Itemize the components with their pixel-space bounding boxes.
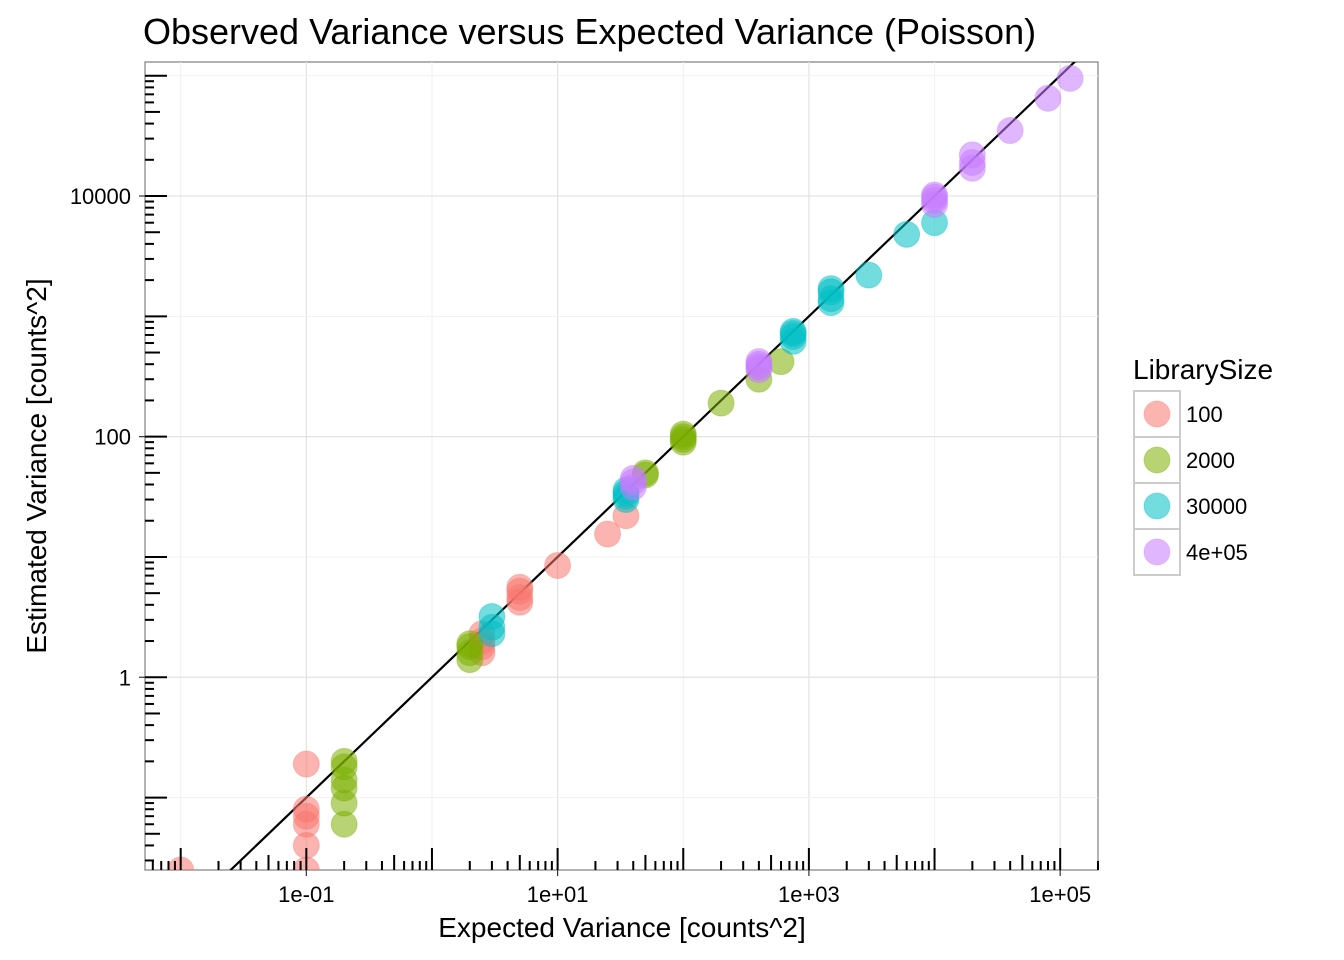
- data-point: [855, 261, 883, 289]
- data-point: [1034, 84, 1062, 112]
- data-point: [817, 275, 845, 303]
- y-tick-label: 1: [119, 665, 131, 690]
- x-tick-label: 1e+05: [1029, 882, 1091, 907]
- data-point: [745, 348, 773, 376]
- legend: LibrarySize 100 2000 30000 4e+05: [1133, 354, 1273, 576]
- x-tick-label: 1e-01: [278, 882, 334, 907]
- y-tick-label: 100: [94, 425, 131, 450]
- data-point: [506, 573, 534, 601]
- data-point: [669, 420, 697, 448]
- data-point: [921, 181, 949, 209]
- legend-item: 100: [1133, 390, 1223, 438]
- legend-swatch: [1143, 538, 1171, 566]
- legend-item: 30000: [1133, 482, 1247, 530]
- data-point: [544, 551, 572, 579]
- legend-title: LibrarySize: [1133, 354, 1273, 385]
- data-point: [594, 520, 622, 548]
- data-point: [893, 220, 921, 248]
- legend-swatch: [1143, 446, 1171, 474]
- legend-swatch: [1143, 400, 1171, 428]
- plot-panel: [144, 61, 1099, 871]
- rug-ticks-layer: [145, 74, 1099, 870]
- y-axis-title: Estimated Variance [counts^2]: [21, 278, 52, 653]
- chart-title: Observed Variance versus Expected Varian…: [143, 11, 1036, 52]
- legend-label: 4e+05: [1186, 540, 1248, 565]
- axis-layer: 1e-01 1e+01 1e+03 1e+05 1 100 10000: [70, 184, 1091, 907]
- data-point: [779, 317, 807, 345]
- x-axis-title: Expected Variance [counts^2]: [438, 912, 806, 943]
- data-point: [996, 117, 1024, 145]
- data-point: [1056, 64, 1084, 92]
- legend-label: 2000: [1186, 448, 1235, 473]
- x-tick-label: 1e+03: [778, 882, 840, 907]
- data-point: [707, 389, 735, 417]
- data-point: [330, 747, 358, 775]
- legend-swatch: [1143, 492, 1171, 520]
- data-point: [292, 750, 320, 778]
- x-tick-label: 1e+01: [527, 882, 589, 907]
- data-point: [958, 141, 986, 169]
- data-point: [478, 602, 506, 630]
- points-layer: [167, 64, 1084, 870]
- legend-label: 30000: [1186, 494, 1247, 519]
- data-point: [456, 630, 484, 658]
- legend-item: 2000: [1133, 436, 1235, 484]
- legend-items: 100 2000 30000 4e+05: [1133, 390, 1248, 576]
- y-tick-label: 10000: [70, 184, 131, 209]
- legend-label: 100: [1186, 402, 1223, 427]
- data-point: [619, 464, 647, 492]
- legend-item: 4e+05: [1133, 528, 1248, 576]
